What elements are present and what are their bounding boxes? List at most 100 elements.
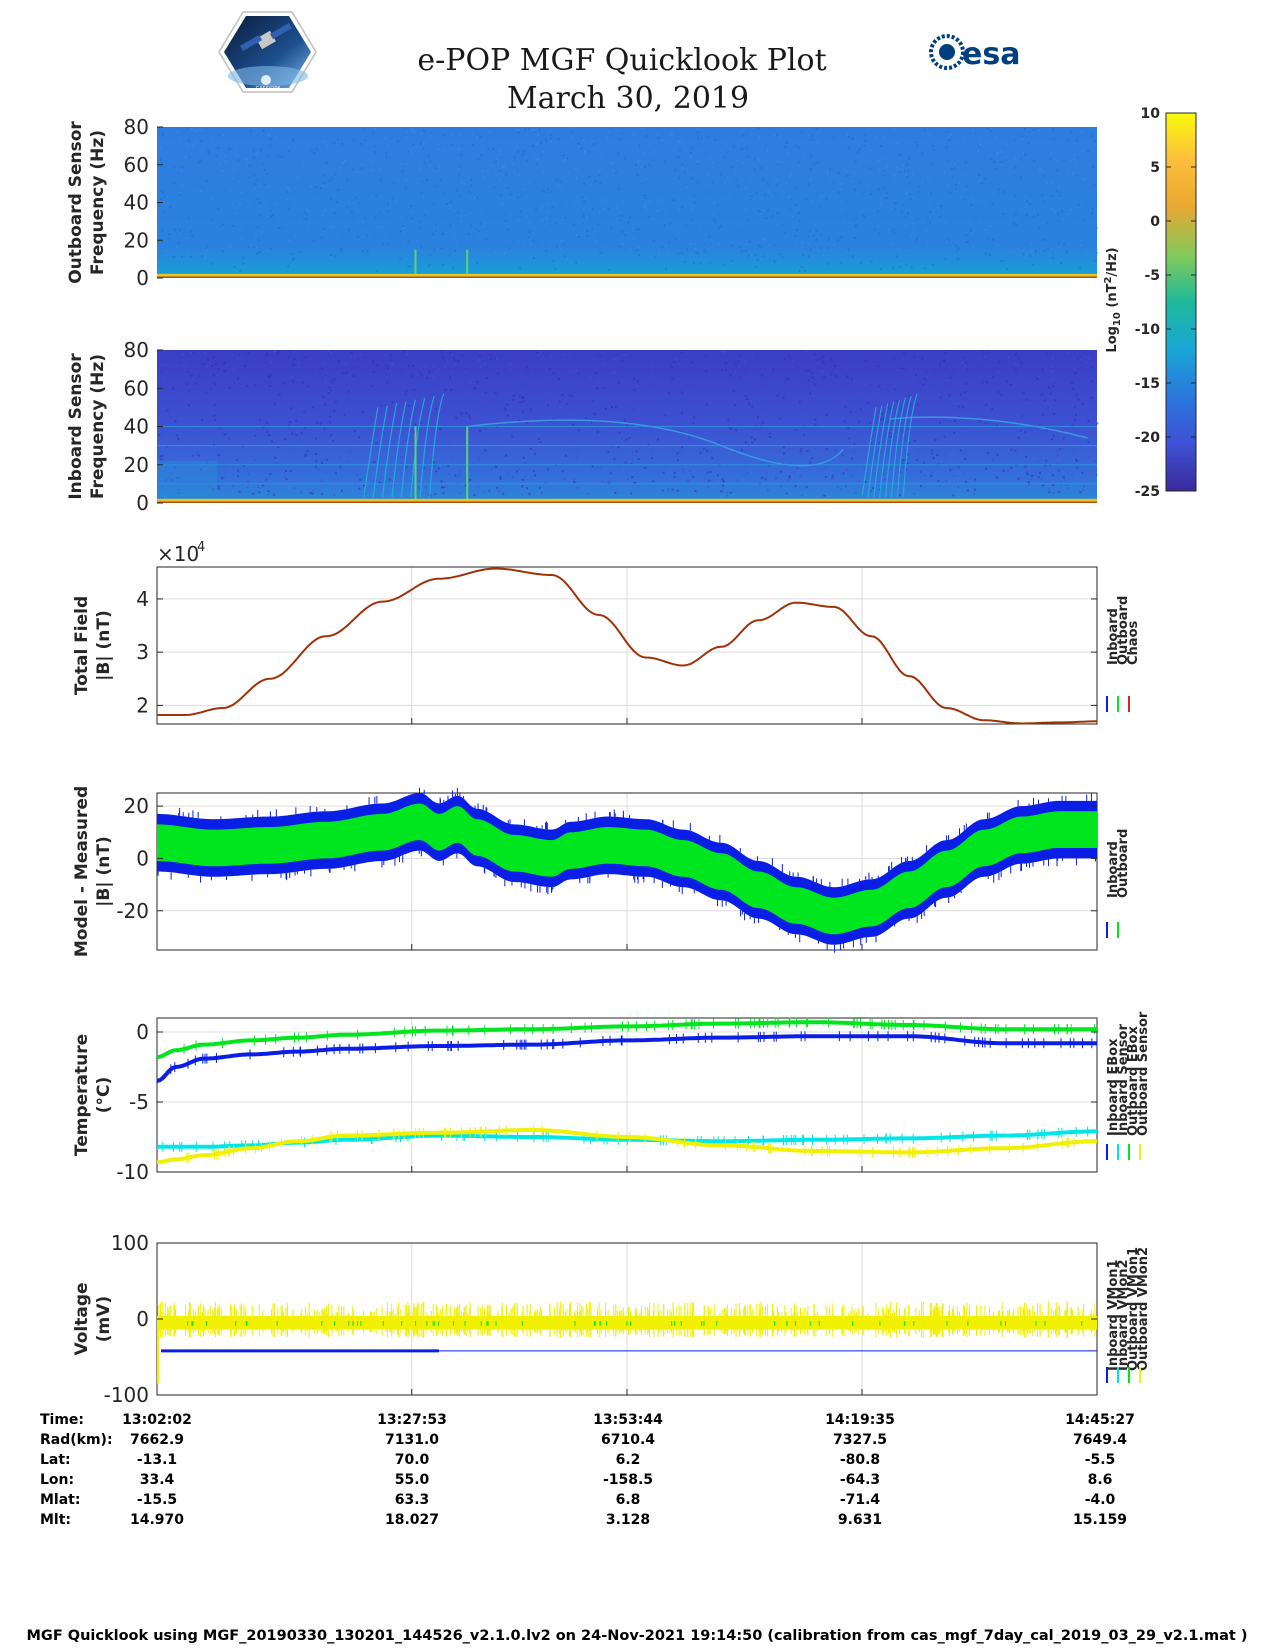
spectrogram-noise	[400, 162, 403, 165]
spectrogram-noise	[451, 458, 454, 461]
spectrogram-noise	[1014, 353, 1017, 356]
spectrogram-noise	[767, 189, 770, 192]
y-tick-label: 0	[136, 1020, 149, 1044]
spectrogram-noise	[222, 223, 225, 226]
spectrogram-noise	[494, 174, 497, 177]
spectrogram-noise	[392, 383, 395, 386]
spectrogram-noise	[746, 433, 749, 436]
spectrogram-noise	[364, 139, 367, 142]
spectrogram-noise	[644, 203, 647, 206]
spectrogram-noise	[624, 353, 627, 356]
spectrogram-noise	[744, 243, 747, 246]
spectrogram-noise	[519, 267, 522, 270]
spectrogram-noise	[306, 213, 309, 216]
spectrogram-noise	[333, 493, 336, 496]
spectrogram-noise	[425, 447, 428, 450]
spectrogram-noise	[200, 189, 203, 192]
spectrogram-noise	[695, 131, 698, 134]
spectrogram-noise	[705, 403, 708, 406]
spectrogram-noise	[346, 178, 349, 181]
spectrogram-noise	[811, 376, 814, 379]
spectrogram-noise	[160, 229, 163, 232]
spectrogram-noise	[735, 429, 738, 432]
spectrogram-noise	[405, 131, 408, 134]
spectrogram-noise	[199, 159, 202, 162]
spectrogram-noise	[359, 353, 362, 356]
spectrogram-noise	[1026, 473, 1029, 476]
spectrogram-noise	[510, 193, 513, 196]
spectrogram-noise	[372, 370, 375, 373]
spectrogram-noise	[805, 350, 808, 353]
spectrogram-noise	[324, 209, 327, 212]
spectrogram-noise	[411, 375, 414, 378]
spectrogram-noise	[753, 158, 756, 161]
spectrogram-noise	[443, 201, 446, 204]
spectrogram-noise	[597, 381, 600, 384]
spectrogram-noise	[889, 427, 892, 430]
spectrogram-noise	[601, 480, 604, 483]
spectrogram-noise	[1089, 431, 1092, 434]
spectrogram-noise	[378, 481, 381, 484]
spectrogram-noise	[886, 406, 889, 409]
spectrogram-noise	[770, 430, 773, 433]
spectrogram-noise	[532, 145, 535, 148]
spectrogram-noise	[723, 351, 726, 354]
spectrogram-noise	[159, 146, 162, 149]
spectrogram-noise	[1090, 365, 1093, 368]
spectrogram-noise	[1017, 436, 1020, 439]
spectrogram-noise	[706, 471, 709, 474]
spectrogram-noise	[825, 414, 828, 417]
spectrogram-noise	[1035, 380, 1038, 383]
spectrogram-noise	[376, 269, 379, 272]
spectrogram-noise	[689, 243, 692, 246]
y-tick-label: 100	[111, 1231, 149, 1255]
spectrogram-noise	[1087, 357, 1090, 360]
spectrogram-noise	[458, 474, 461, 477]
spectrogram-noise	[334, 255, 337, 258]
spectrogram-noise	[996, 243, 999, 246]
spectrogram-noise	[488, 489, 491, 492]
spectrogram-noise	[254, 258, 257, 261]
spectrogram-noise	[546, 377, 549, 380]
colorbar-label-part: Log	[1105, 326, 1120, 353]
spectrogram-noise	[1045, 459, 1048, 462]
spectrogram-noise	[268, 132, 271, 135]
spectrogram-noise	[648, 389, 651, 392]
low-frequency-band	[157, 273, 1097, 278]
spectrogram-noise	[678, 447, 681, 450]
burst-trace	[391, 401, 407, 498]
spectrogram-noise	[744, 186, 747, 189]
spectrogram-noise	[510, 392, 513, 395]
spectrogram-noise	[525, 195, 528, 198]
spectrogram-noise	[657, 137, 660, 140]
spectrogram-noise	[985, 404, 988, 407]
spectrogram-noise	[948, 138, 951, 141]
spectrogram-noise	[1018, 477, 1021, 480]
spectrogram-noise	[802, 433, 805, 436]
spectrogram-noise	[433, 365, 436, 368]
spectrogram-noise	[1030, 478, 1033, 481]
spectrogram-noise	[876, 388, 879, 391]
spectrogram-noise	[495, 437, 498, 440]
spectrogram-noise	[433, 466, 436, 469]
spectrogram-noise	[217, 208, 220, 211]
spectrogram-noise	[489, 164, 492, 167]
spectrogram-noise	[308, 375, 311, 378]
spectrogram-noise	[858, 148, 861, 151]
spectrogram-noise	[177, 242, 180, 245]
spectrogram-noise	[415, 146, 418, 149]
spectrogram-noise	[266, 493, 269, 496]
spectrogram-noise	[853, 379, 856, 382]
spectrogram-noise	[225, 446, 228, 449]
spectrogram-noise	[333, 141, 336, 144]
colorbar-tick-label: -10	[1135, 322, 1161, 338]
spectrogram-noise	[235, 382, 238, 385]
spectrogram-noise	[662, 417, 665, 420]
spectrogram-noise	[339, 455, 342, 458]
colorbar-tick-label: -5	[1144, 268, 1160, 284]
spectrogram-noise	[1082, 219, 1085, 222]
spectrogram-noise	[877, 159, 880, 162]
spectrogram-noise	[900, 408, 903, 411]
spectrogram-noise	[424, 214, 427, 217]
spectrogram-noise	[288, 421, 291, 424]
